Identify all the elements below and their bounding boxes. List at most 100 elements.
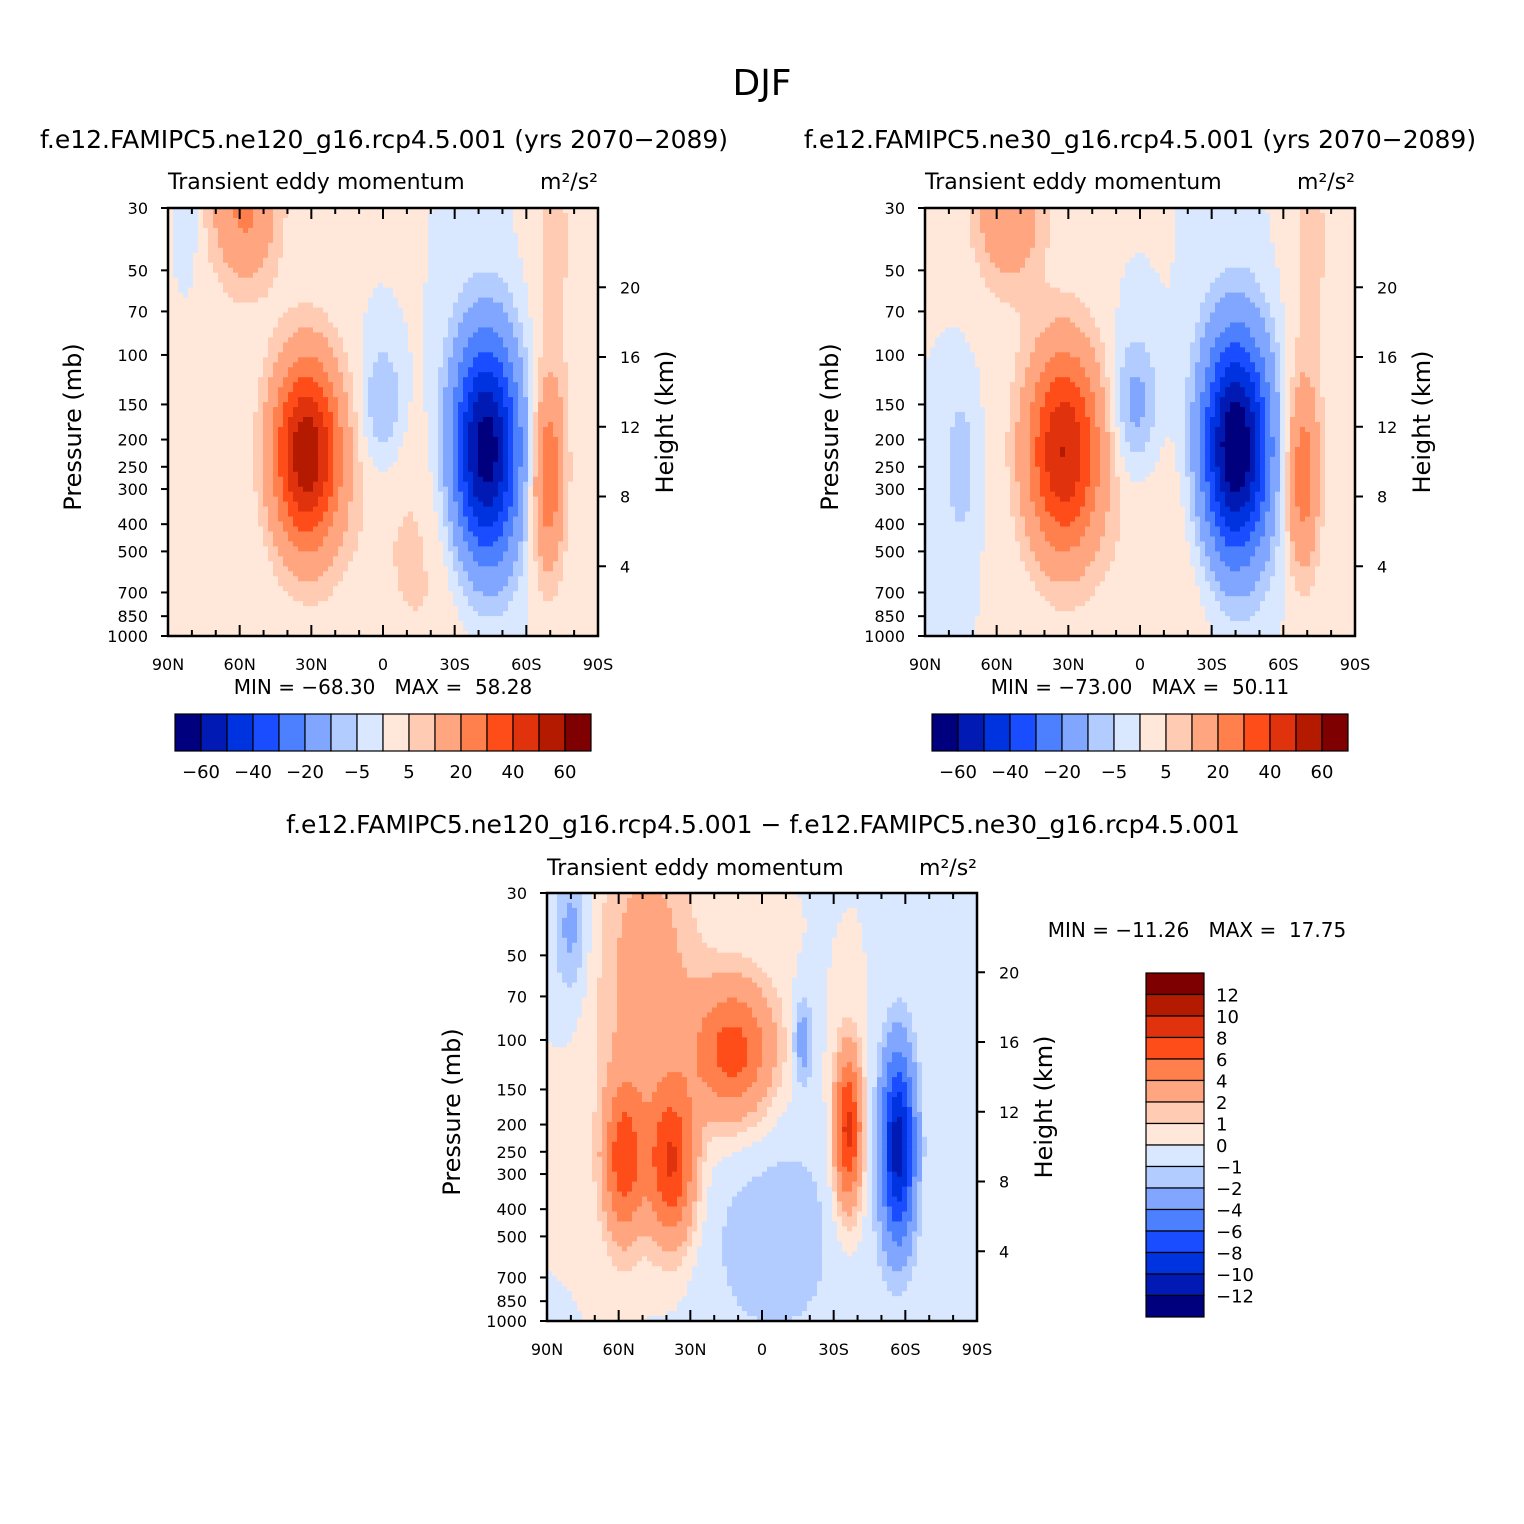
field-cell [583,243,589,249]
field-cell [453,283,459,289]
field-cell [278,322,284,328]
field-cell [478,248,484,254]
field-cell [353,362,359,368]
field-cell [318,233,324,239]
field-cell [588,417,594,423]
field-cell [578,342,584,348]
field-cell [348,362,354,368]
field-cell [448,337,454,343]
field-cell [253,392,259,398]
field-cell [353,218,359,224]
field-cell [583,372,589,378]
field-cell [568,367,574,373]
field-cell [393,437,399,443]
field-cell [323,238,329,244]
field-cell [333,283,339,289]
field-cell [403,482,409,488]
field-cell [268,472,274,478]
field-cell [223,412,229,418]
field-cell [413,347,419,353]
field-cell [568,317,574,323]
field-cell [418,402,424,408]
field-cell [218,377,224,383]
field-cell [243,243,249,249]
field-cell [503,452,509,458]
field-cell [278,288,284,294]
field-cell [318,283,324,289]
field-cell [318,317,324,323]
field-cell [223,283,229,289]
field-cell [278,228,284,234]
field-cell [203,283,209,289]
field-cell [313,243,319,249]
field-cell [538,472,544,478]
field-cell [518,452,524,458]
field-cell [218,477,224,483]
field-cell [173,298,179,304]
field-cell [223,437,229,443]
field-cell [323,298,329,304]
field-cell [418,392,424,398]
field-cell [453,303,459,309]
field-cell [203,228,209,234]
field-cell [413,258,419,264]
field-cell [223,322,229,328]
field-cell [208,407,214,413]
field-cell [503,412,509,418]
field-cell [228,472,234,478]
field-cell [198,288,204,294]
field-cell [218,313,224,319]
field-cell [433,412,439,418]
field-cell [463,407,469,413]
field-cell [343,472,349,478]
field-cell [498,477,504,483]
field-cell [228,432,234,438]
field-cell [363,258,369,264]
field-cell [323,218,329,224]
field-cell [298,427,304,433]
field-cell [443,417,449,423]
field-cell [373,298,379,304]
field-cell [208,482,214,488]
field-cell [568,352,574,358]
field-cell [213,427,219,433]
field-cell [453,238,459,244]
field-cell [508,253,514,259]
field-cell [343,218,349,224]
field-cell [263,437,269,443]
field-cell [188,482,194,488]
field-cell [468,347,474,353]
field-cell [198,308,204,314]
field-cell [413,317,419,323]
field-cell [278,357,284,363]
field-cell [428,387,434,393]
field-cell [298,392,304,398]
field-cell [558,382,564,388]
field-cell [563,313,569,319]
field-cell [203,382,209,388]
field-cell [478,352,484,358]
field-cell [188,362,194,368]
field-cell [313,273,319,279]
field-cell [368,337,374,343]
field-cell [518,278,524,284]
field-cell [248,377,254,383]
field-cell [533,213,539,219]
field-cell [568,407,574,413]
field-cell [558,422,564,428]
field-cell [573,457,579,463]
field-cell [353,482,359,488]
field-cell [398,317,404,323]
field-cell [298,402,304,408]
field-cell [563,382,569,388]
field-cell [573,392,579,398]
field-cell [188,238,194,244]
field-cell [298,367,304,373]
field-cell [428,293,434,299]
field-cell [348,357,354,363]
field-cell [518,253,524,259]
field-cell [308,308,314,314]
field-cell [218,273,224,279]
field-cell [273,263,279,269]
field-cell [303,308,309,314]
